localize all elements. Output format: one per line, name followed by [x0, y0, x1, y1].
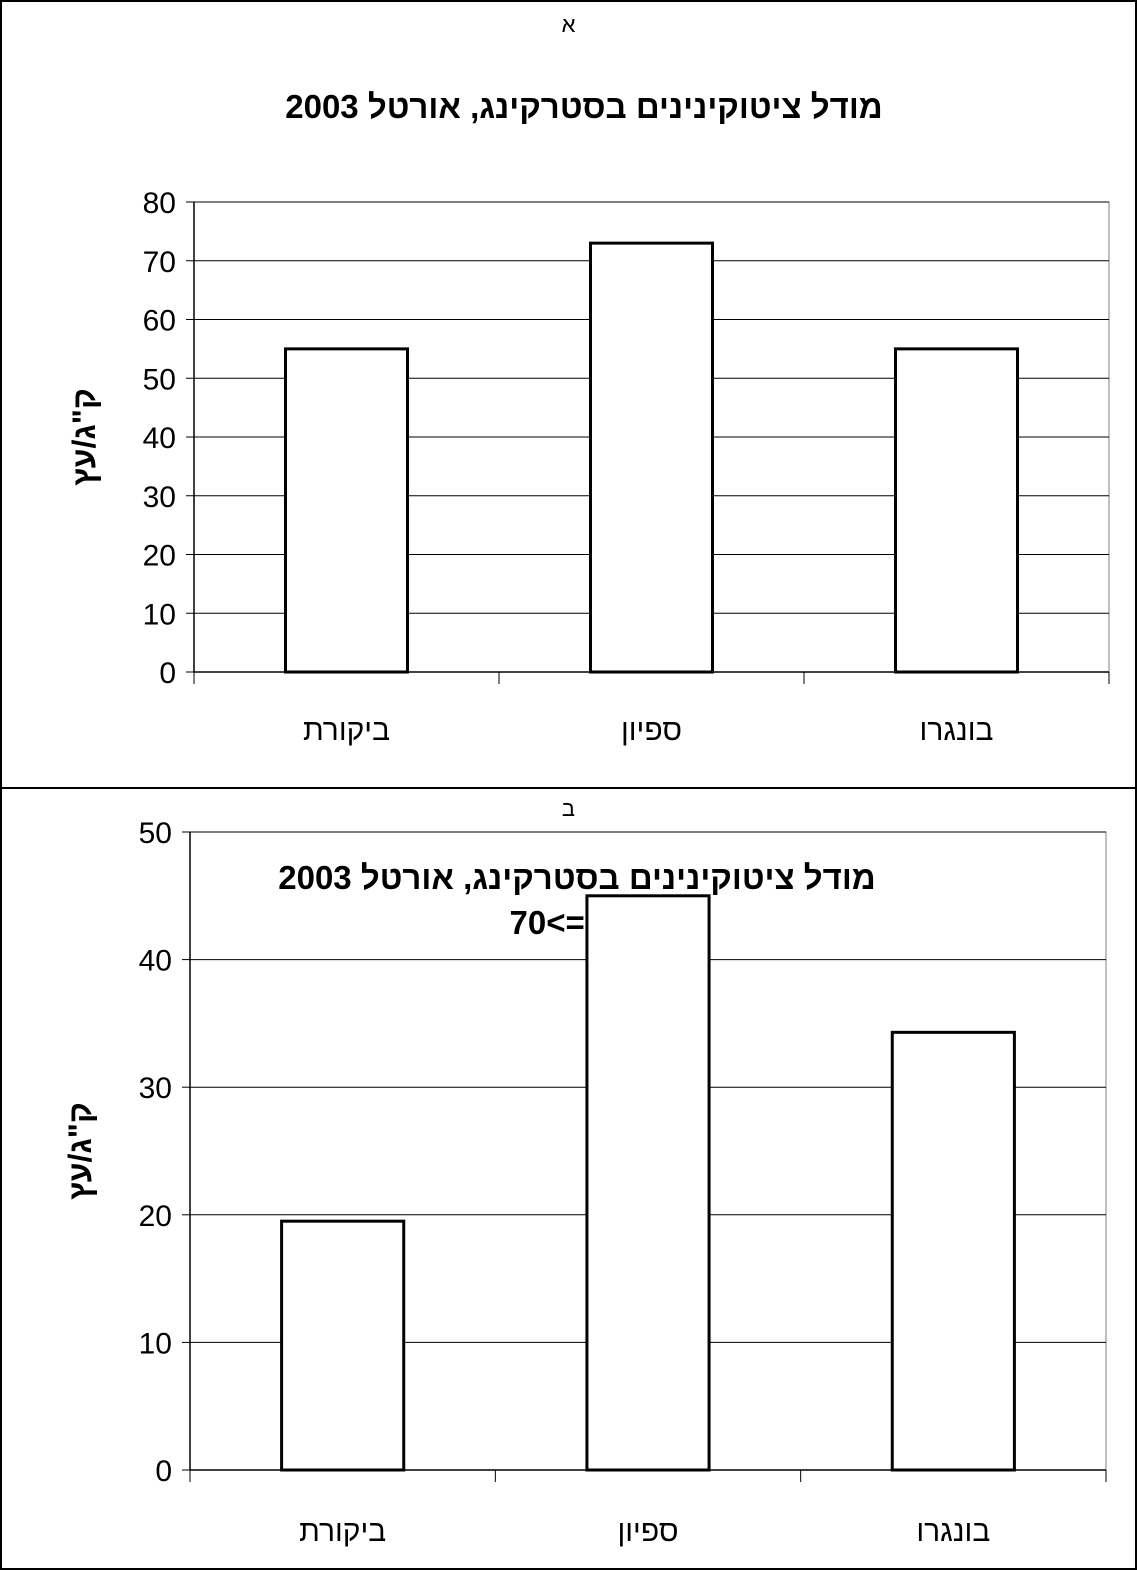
y-tick-label: 70: [143, 246, 176, 279]
y-axis-label: ק"ג/עץ: [66, 388, 102, 486]
bar: [585, 894, 711, 1472]
y-tick-label: 0: [159, 657, 176, 690]
x-tick-label: ביקורת: [299, 1515, 386, 1548]
bar-chart-a: מודל ציטוקינינים בסטרקינג, אורטל 2003 0 10…: [66, 88, 1110, 747]
bar: [894, 347, 1019, 674]
bar: [589, 241, 714, 674]
y-tick-label: 20: [143, 540, 176, 573]
y-tick-label: 40: [143, 422, 176, 455]
y-tick-label: 30: [139, 1072, 172, 1105]
y-tick-label: 60: [143, 305, 176, 338]
y-tick-label: 40: [139, 945, 172, 978]
x-tick-label: בונגרו: [920, 714, 994, 747]
x-tick-label: ספיון: [617, 1515, 678, 1548]
y-tick-label: 0: [155, 1455, 172, 1488]
panel-label-b: ב: [561, 796, 576, 821]
y-tick-label: 80: [143, 187, 176, 220]
chart-panel-a: א מודל ציטוקינינים בסטרקינג, אורטל 2003 0…: [0, 0, 1137, 789]
chart-title: מודל ציטוקינינים בסטרקינג, אורטל 2003: [285, 88, 883, 125]
x-tick-label: ביקורת: [303, 714, 390, 747]
y-tick-label: 50: [143, 363, 176, 396]
bar-chart-b: מודל ציטוקינינים בסטרקינג, אורטל 2003פרי…: [62, 817, 1107, 1548]
y-tick-label: 30: [143, 481, 176, 514]
bar: [284, 347, 409, 674]
panel-label-a: א: [561, 12, 576, 37]
x-tick-label: בונגרו: [916, 1515, 990, 1548]
chart-title: מודל ציטוקינינים בסטרקינג, אורטל 2003: [278, 859, 876, 896]
x-tick-label: ספיון: [621, 714, 682, 747]
chart-panel-b: ב מודל ציטוקינינים בסטרקינג, אורטל 2003פ…: [0, 787, 1137, 1570]
y-axis-label: ק"ג/עץ: [62, 1102, 98, 1200]
y-tick-label: 50: [139, 817, 172, 850]
bar: [890, 1030, 1016, 1472]
y-tick-label: 20: [139, 1200, 172, 1233]
y-tick-label: 10: [139, 1327, 172, 1360]
bar: [280, 1219, 406, 1472]
y-tick-label: 10: [143, 598, 176, 631]
